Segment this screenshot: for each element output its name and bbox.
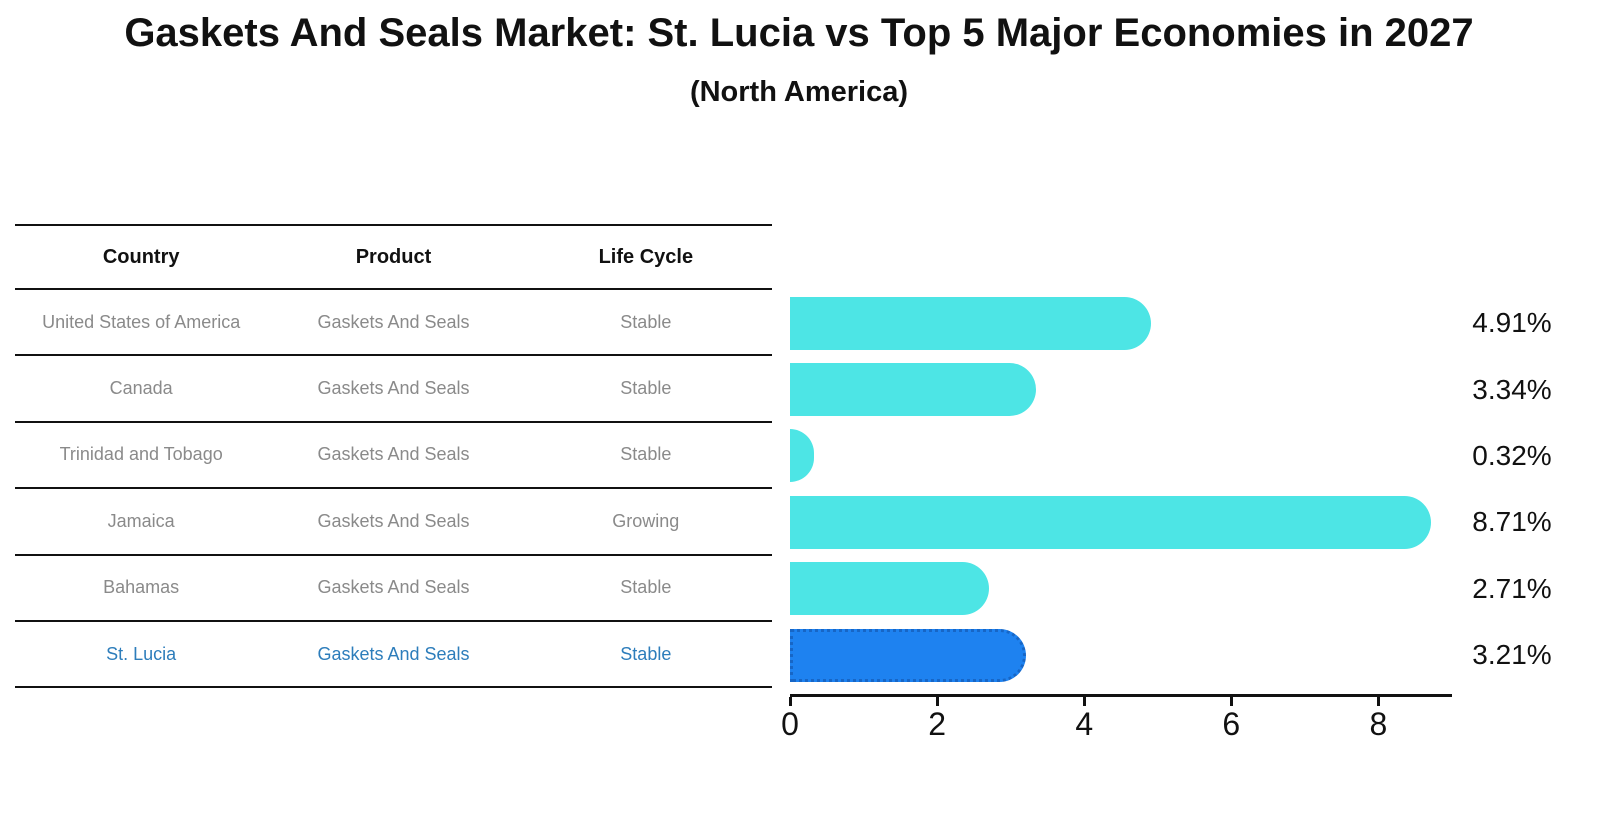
cell-product: Gaskets And Seals xyxy=(317,577,470,598)
table-row: Bahamas Gaskets And Seals Stable xyxy=(15,556,772,622)
cell-country: Trinidad and Tobago xyxy=(59,444,223,465)
value-label: 3.21% xyxy=(1472,639,1552,671)
table-body: United States of America Gaskets And Seal… xyxy=(15,290,772,689)
table-row: Jamaica Gaskets And Seals Growing xyxy=(15,489,772,556)
header-country: Country xyxy=(102,245,180,268)
table-row: Canada Gaskets And Seals Stable xyxy=(15,356,772,423)
header-product: Product xyxy=(355,245,432,268)
cell-life-cycle: Stable xyxy=(620,378,672,399)
bar xyxy=(790,296,1152,350)
bar-row xyxy=(790,290,1452,356)
value-label: 2.71% xyxy=(1472,572,1552,604)
value-labels: 4.91% 3.34% 0.32% 8.71% 2.71% 3.21% xyxy=(1452,290,1572,688)
x-tick-mark xyxy=(1229,697,1233,706)
x-tick-label: 4 xyxy=(1075,706,1094,742)
cell-product: Gaskets And Seals xyxy=(317,378,470,399)
bar-row xyxy=(790,622,1452,688)
x-tick-mark xyxy=(1376,697,1380,706)
value-label: 4.91% xyxy=(1472,307,1552,339)
bar-row xyxy=(790,356,1452,422)
value-label: 0.32% xyxy=(1472,439,1552,471)
x-tick-label: 8 xyxy=(1369,706,1388,742)
x-tick-mark xyxy=(1082,697,1086,706)
chart-subtitle: (North America) xyxy=(689,76,909,108)
table-row: United States of America Gaskets And Seal… xyxy=(15,290,772,357)
bar xyxy=(790,429,814,483)
x-tick-label: 6 xyxy=(1222,706,1241,742)
bar-row xyxy=(790,423,1452,489)
header-life-cycle: Life Cycle xyxy=(598,245,694,268)
x-tick-label: 2 xyxy=(928,706,947,742)
cell-country: Canada xyxy=(109,378,173,399)
value-label: 8.71% xyxy=(1472,506,1552,538)
value-label: 3.34% xyxy=(1472,373,1552,405)
cell-life-cycle: Growing xyxy=(612,510,680,531)
cell-product: Gaskets And Seals xyxy=(317,643,470,664)
bar-highlight-st-lucia xyxy=(790,628,1027,682)
cell-country: Jamaica xyxy=(107,510,175,531)
bar-plot xyxy=(790,290,1452,689)
table-header-row: Country Product Life Cycle xyxy=(15,224,772,290)
x-tick-label: 0 xyxy=(781,706,799,742)
x-tick-mark xyxy=(788,697,792,706)
bar xyxy=(790,562,990,616)
cell-life-cycle: Stable xyxy=(620,643,672,664)
cell-country: St. Lucia xyxy=(106,643,177,664)
bar xyxy=(790,495,1431,549)
bar-row xyxy=(790,489,1452,555)
cell-life-cycle: Stable xyxy=(620,311,672,332)
cell-country: United States of America xyxy=(42,311,241,332)
cell-product: Gaskets And Seals xyxy=(317,311,470,332)
table-row: Trinidad and Tobago Gaskets And Seals Stab… xyxy=(15,423,772,490)
x-tick-mark xyxy=(935,697,939,706)
cell-product: Gaskets And Seals xyxy=(317,510,470,531)
x-axis-line xyxy=(790,694,1452,697)
cell-product: Gaskets And Seals xyxy=(317,444,470,465)
cell-country: Bahamas xyxy=(103,577,180,598)
bar xyxy=(790,363,1036,417)
cell-life-cycle: Stable xyxy=(620,577,672,598)
chart-title: Gaskets And Seals Market: St. Lucia vs T… xyxy=(124,11,1474,55)
table-row: St. Lucia Gaskets And Seals Stable xyxy=(15,622,772,689)
cell-life-cycle: Stable xyxy=(620,444,672,465)
country-table: Country Product Life Cycle United States… xyxy=(15,224,772,689)
bar-row xyxy=(790,556,1452,622)
